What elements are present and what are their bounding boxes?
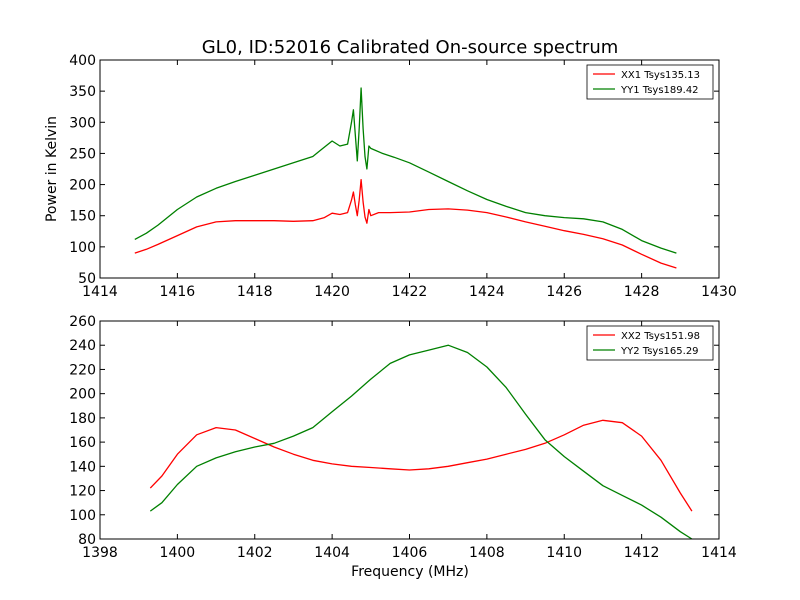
top-series-line-0 (134, 178, 677, 269)
top-chart-series (134, 87, 677, 269)
top-xtick-label-7: 1428 (624, 284, 660, 300)
top-xtick-label-3: 1420 (314, 284, 350, 300)
top-series-line-1 (134, 87, 677, 254)
top-ytick-label-6: 350 (69, 84, 96, 100)
bottom-chart-series (149, 344, 693, 540)
bottom-xtick-label-7: 1412 (624, 545, 660, 561)
bottom-chart-xlabel: Frequency (MHz) (351, 564, 469, 580)
bottom-ytick-label-0: 80 (78, 532, 96, 548)
top-ytick-label-4: 250 (69, 146, 96, 162)
top-ytick-label-1: 100 (69, 240, 96, 256)
bottom-legend-box (586, 325, 714, 361)
top-chart-frame (99, 59, 720, 279)
bottom-ytick-label-9: 260 (69, 314, 96, 330)
top-legend: XX1 Tsys135.13 YY1 Tsys189.42 (586, 64, 714, 100)
bottom-xtick-label-6: 1410 (546, 545, 582, 561)
top-xtick-label-1: 1416 (160, 284, 196, 300)
bottom-xtick-label-4: 1406 (392, 545, 428, 561)
bottom-ytick-label-7: 220 (69, 362, 96, 378)
bottom-legend: XX2 Tsys151.98 YY2 Tsys165.29 (586, 325, 714, 361)
bottom-xtick-label-0: 1398 (82, 545, 118, 561)
bottom-ytick-label-4: 160 (69, 435, 96, 451)
top-chart-axes: 1414 1416 1418 1420 1422 1424 1426 1428 1430 50 10… (69, 53, 737, 300)
top-xtick-label-4: 1422 (392, 284, 428, 300)
top-legend-box (586, 64, 714, 100)
bottom-chart-frame (99, 320, 720, 540)
bottom-chart-axes: 1398 1400 1402 1404 1406 1408 1410 1412 1414 80 10… (69, 314, 737, 561)
top-chart-ylabel: Power in Kelvin (44, 116, 60, 222)
bottom-ytick-label-6: 200 (69, 387, 96, 403)
top-ytick-label-0: 50 (78, 271, 96, 287)
bottom-ytick-label-3: 140 (69, 459, 96, 475)
bottom-legend-label-yy2: YY2 Tsys165.29 (620, 346, 699, 357)
bottom-xtick-label-5: 1408 (469, 545, 505, 561)
top-legend-label-yy1: YY1 Tsys189.42 (620, 85, 699, 96)
top-xtick-label-8: 1430 (701, 284, 737, 300)
top-ytick-label-5: 300 (69, 115, 96, 131)
bottom-xtick-label-8: 1414 (701, 545, 737, 561)
top-chart-title: GL0, ID:52016 Calibrated On-source spect… (202, 37, 619, 58)
bottom-ytick-label-2: 120 (69, 484, 96, 500)
top-xtick-label-6: 1426 (546, 284, 582, 300)
top-ytick-label-3: 200 (69, 178, 96, 194)
bottom-series-line-0 (149, 419, 693, 512)
top-ytick-label-2: 150 (69, 209, 96, 225)
bottom-ytick-label-8: 240 (69, 338, 96, 354)
bottom-xtick-label-2: 1402 (237, 545, 273, 561)
bottom-legend-label-xx2: XX2 Tsys151.98 (621, 331, 700, 342)
top-legend-label-xx1: XX1 Tsys135.13 (621, 70, 700, 81)
bottom-xtick-label-1: 1400 (160, 545, 196, 561)
top-xtick-label-0: 1414 (82, 284, 118, 300)
bottom-ytick-label-1: 100 (69, 508, 96, 524)
bottom-ytick-label-5: 180 (69, 411, 96, 427)
top-xtick-label-2: 1418 (237, 284, 273, 300)
top-xtick-label-5: 1424 (469, 284, 505, 300)
bottom-xtick-label-3: 1404 (314, 545, 350, 561)
top-ytick-label-7: 400 (69, 53, 96, 69)
bottom-series-line-1 (149, 344, 693, 540)
